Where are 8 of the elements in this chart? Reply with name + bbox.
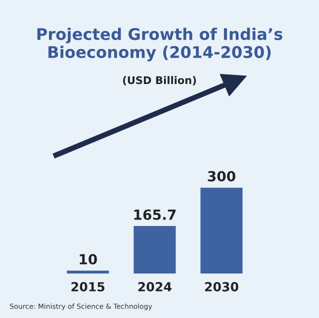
x-tick-label: 2015 bbox=[72, 282, 104, 292]
x-tick-label: 2024 bbox=[138, 282, 172, 292]
chart-title: Projected Growth of India’s Bioeconomy (2014-2030) bbox=[37, 28, 282, 62]
x-tick-label: 2030 bbox=[205, 282, 238, 292]
data-label: 165.7 bbox=[134, 209, 176, 220]
chart-subtitle: (USD Billion) bbox=[123, 76, 196, 86]
data-label: 300 bbox=[208, 170, 236, 182]
data-label: 10 bbox=[80, 254, 97, 264]
